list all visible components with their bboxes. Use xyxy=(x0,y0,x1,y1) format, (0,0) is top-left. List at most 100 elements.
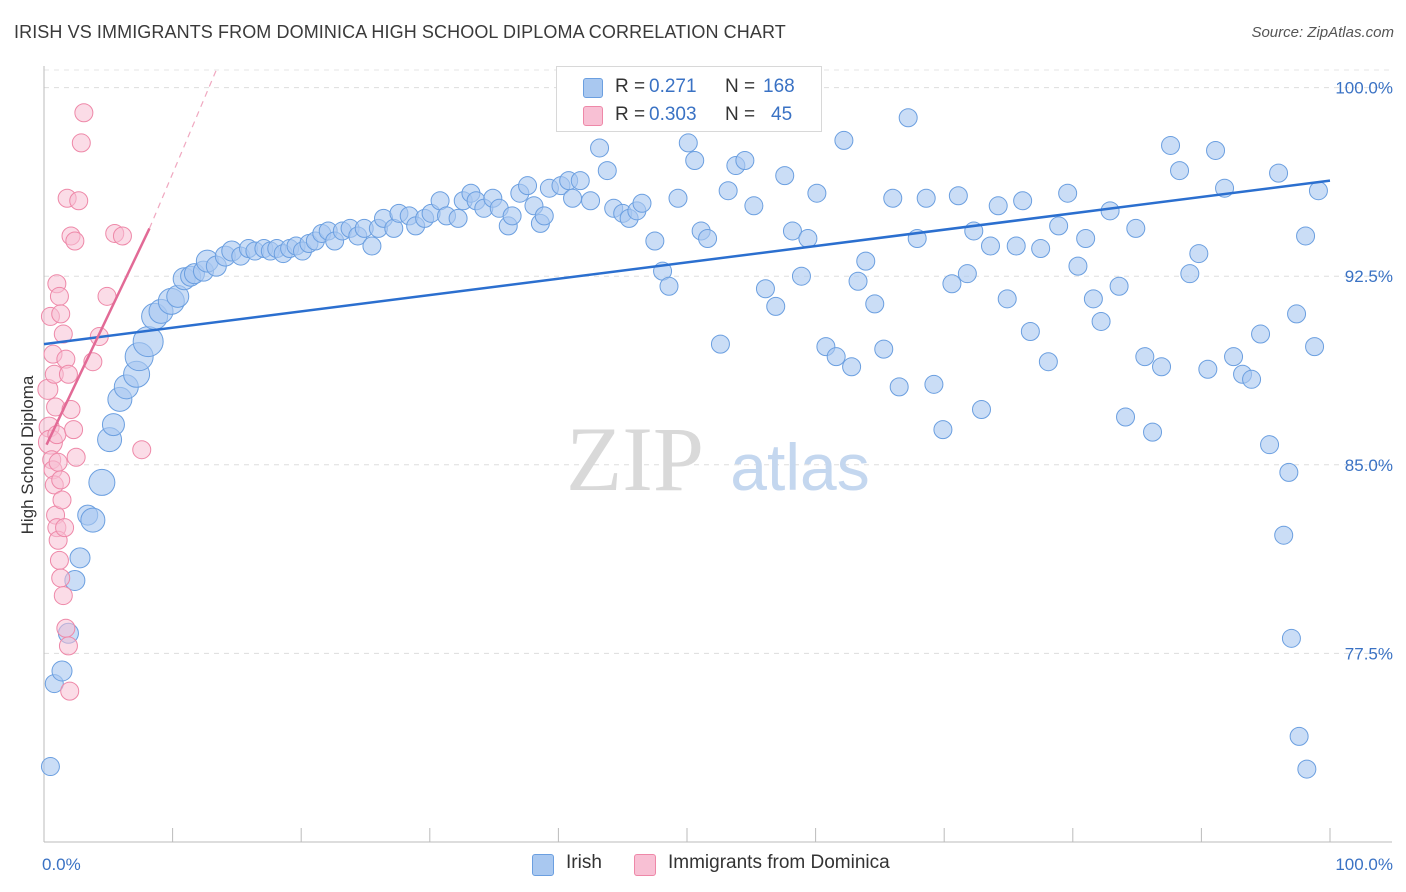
legend-row-dominica: R = 0.303 N = 45 xyxy=(557,101,821,129)
irish-point xyxy=(735,151,755,171)
y-tick-label: 77.5% xyxy=(1345,644,1393,663)
irish-point xyxy=(988,196,1008,216)
irish-point xyxy=(1281,628,1301,648)
irish-point xyxy=(1161,135,1181,155)
irish-r-value: 0.271 xyxy=(649,76,697,97)
irish-point xyxy=(791,266,811,286)
irish-point xyxy=(448,208,468,228)
irish-point xyxy=(942,274,962,294)
dominica-point xyxy=(64,420,84,440)
irish-point xyxy=(1152,357,1172,377)
irish-point xyxy=(898,108,918,128)
dominica-point xyxy=(69,191,89,211)
irish-r-label: R = xyxy=(615,76,646,97)
grid-lines xyxy=(44,69,1392,654)
irish-point xyxy=(710,334,730,354)
irish-point xyxy=(1170,161,1190,181)
irish-point xyxy=(856,251,876,271)
irish-point xyxy=(1126,218,1146,238)
dominica-point xyxy=(48,452,68,472)
dominica-points xyxy=(37,103,152,701)
irish-point xyxy=(1224,347,1244,367)
irish-point xyxy=(889,377,909,397)
dominica-point xyxy=(74,103,94,123)
chart-title: IRISH VS IMMIGRANTS FROM DOMINICA HIGH S… xyxy=(14,22,786,42)
dominica-point xyxy=(52,490,72,510)
x-tick-label-end: 100.0% xyxy=(1335,855,1393,874)
dominica-point xyxy=(51,304,71,324)
irish-point xyxy=(1198,359,1218,379)
irish-point xyxy=(1287,304,1307,324)
irish-point xyxy=(874,339,894,359)
irish-point xyxy=(957,264,977,284)
dominica-trend-extension xyxy=(148,69,217,229)
irish-point xyxy=(971,399,991,419)
x-tick-label-start: 0.0% xyxy=(42,855,81,874)
irish-point xyxy=(1109,276,1129,296)
irish-point xyxy=(502,206,522,226)
dominica-point xyxy=(53,586,73,606)
irish-point xyxy=(40,757,60,777)
dominica-point xyxy=(51,470,71,490)
y-tick-label: 85.0% xyxy=(1345,456,1393,475)
irish-point xyxy=(51,660,73,682)
dominica-point xyxy=(58,636,78,656)
irish-point xyxy=(1308,181,1328,201)
dominica-point xyxy=(71,133,91,153)
bottom-irish-swatch xyxy=(532,854,554,876)
y-tick-label: 92.5% xyxy=(1345,267,1393,286)
irish-point xyxy=(1269,163,1289,183)
irish-point xyxy=(80,507,106,533)
irish-point xyxy=(597,161,617,181)
source-label: Source: ZipAtlas.com xyxy=(1251,24,1394,41)
dominica-point xyxy=(53,324,73,344)
irish-point xyxy=(1013,191,1033,211)
irish-point xyxy=(997,289,1017,309)
irish-point xyxy=(1006,236,1026,256)
irish-point xyxy=(948,186,968,206)
trend-lines xyxy=(43,69,1331,446)
irish-swatch xyxy=(583,78,603,98)
dominica-r-label: R = xyxy=(615,104,646,125)
irish-point xyxy=(1083,289,1103,309)
watermark-zip: ZIP xyxy=(566,408,704,510)
irish-point xyxy=(883,188,903,208)
irish-point xyxy=(685,151,705,171)
irish-point xyxy=(101,413,125,437)
irish-point xyxy=(668,188,688,208)
dominica-point xyxy=(49,286,69,306)
dominica-n-label: N = xyxy=(725,104,756,125)
irish-point xyxy=(1180,264,1200,284)
dominica-point xyxy=(51,568,71,588)
dominica-point xyxy=(61,399,81,419)
irish-point xyxy=(534,206,554,226)
irish-point xyxy=(1135,347,1155,367)
irish-point xyxy=(933,420,953,440)
irish-trend-line xyxy=(43,179,1331,346)
bottom-irish-label: Irish xyxy=(566,852,602,873)
irish-point xyxy=(718,181,738,201)
dominica-point xyxy=(58,364,78,384)
irish-point xyxy=(807,183,827,203)
irish-point xyxy=(1206,140,1226,160)
irish-point xyxy=(1038,352,1058,372)
irish-point xyxy=(924,374,944,394)
dominica-point xyxy=(49,550,69,570)
irish-point xyxy=(980,236,1000,256)
irish-n-value: 168 xyxy=(763,76,795,97)
irish-point xyxy=(645,231,665,251)
irish-point xyxy=(1116,407,1136,427)
dominica-point xyxy=(56,618,76,638)
irish-point xyxy=(590,138,610,158)
irish-point xyxy=(1279,462,1299,482)
irish-n-label: N = xyxy=(725,76,756,97)
irish-point xyxy=(659,276,679,296)
y-tick-label: 100.0% xyxy=(1335,79,1393,98)
irish-point xyxy=(581,191,601,211)
dominica-trend-line xyxy=(45,227,151,446)
irish-point xyxy=(1076,228,1096,248)
dominica-n-value: 45 xyxy=(771,104,793,125)
axes xyxy=(43,66,1392,843)
irish-point xyxy=(782,221,802,241)
